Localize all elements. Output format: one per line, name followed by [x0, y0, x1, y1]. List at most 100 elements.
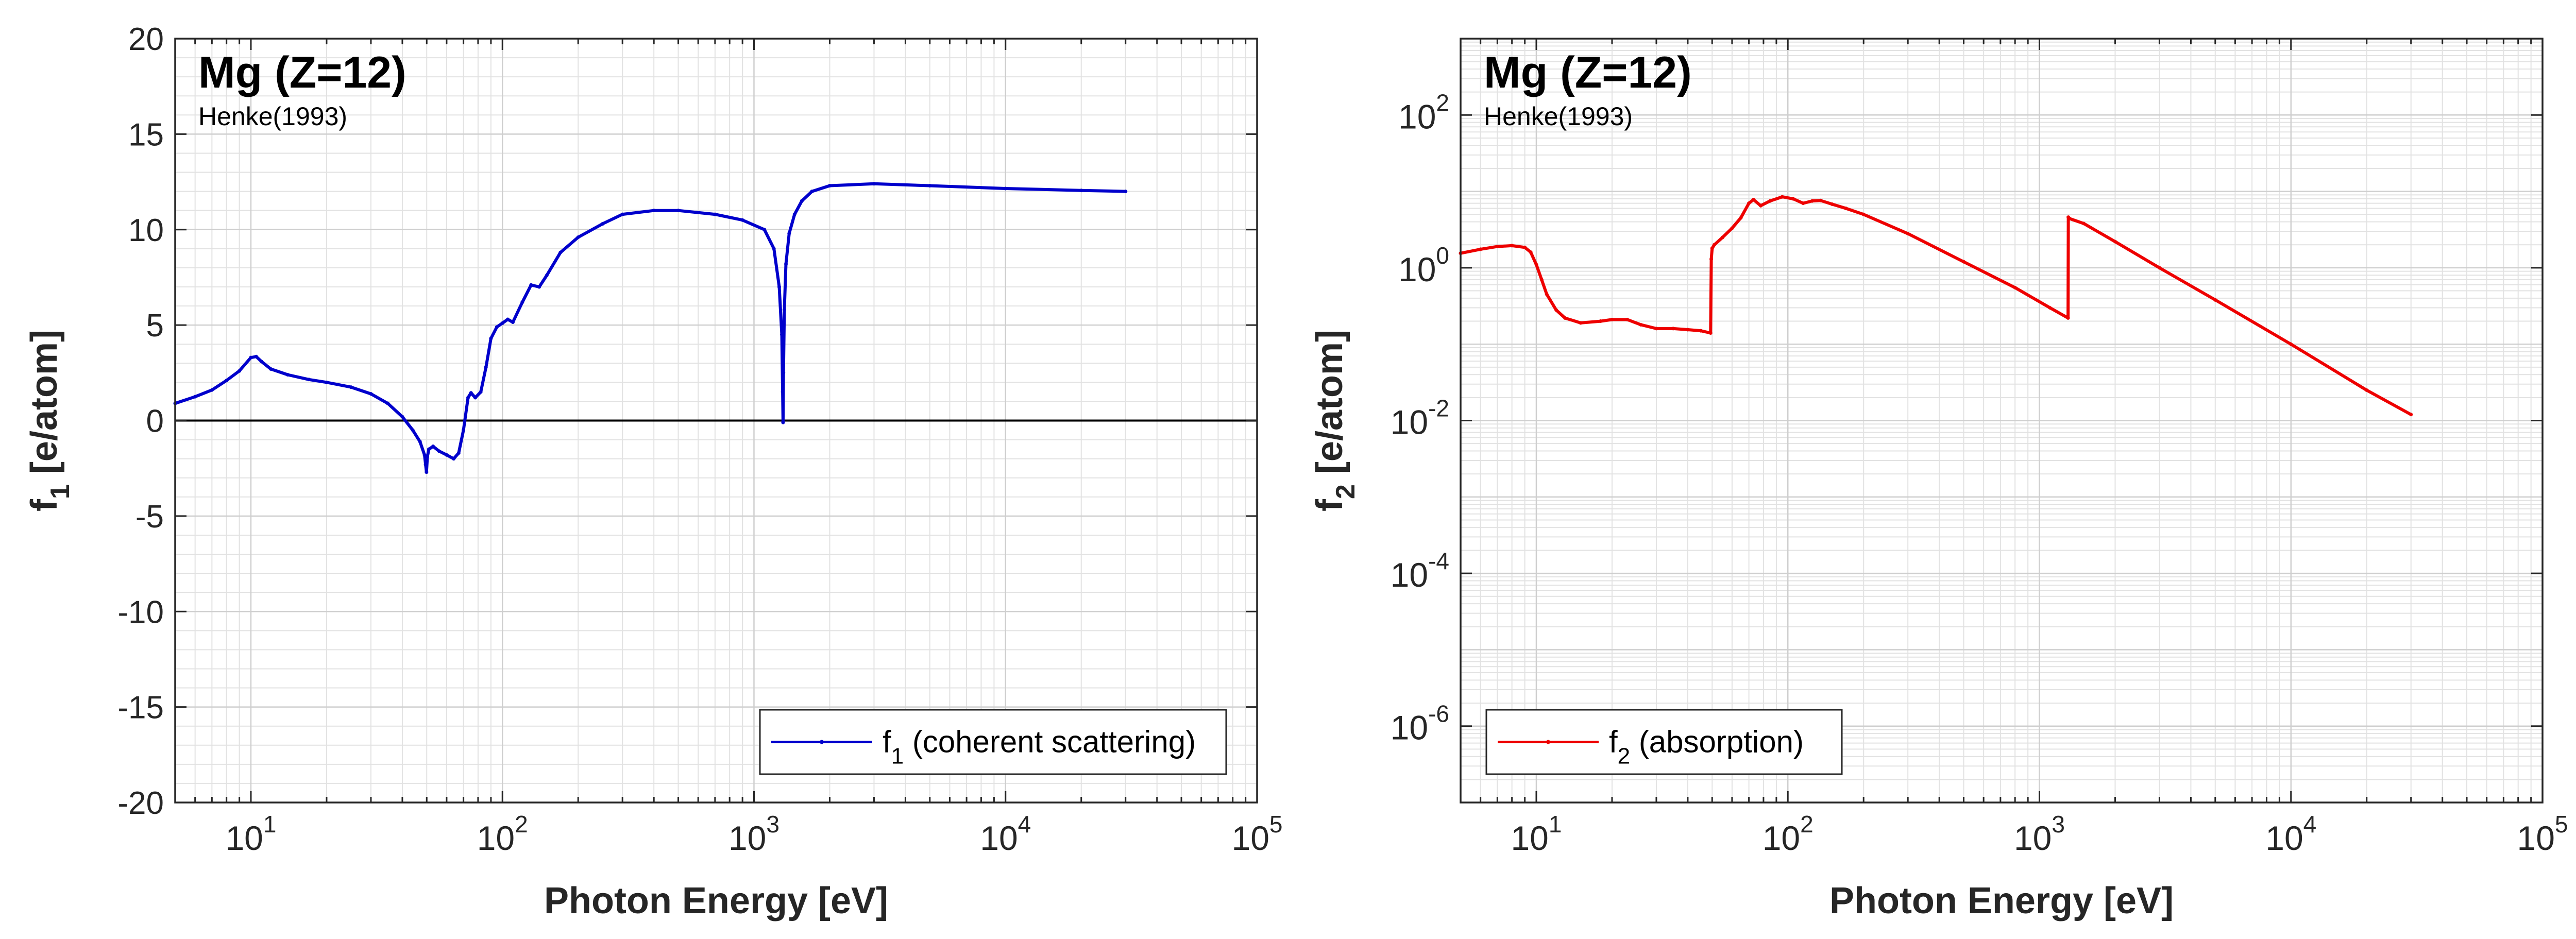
data-point	[369, 392, 373, 396]
data-point	[269, 367, 273, 371]
x-tick-label: 103	[728, 811, 779, 857]
data-point	[782, 371, 786, 375]
x-axis-label: Photon Energy [eV]	[1829, 880, 2174, 921]
legend: f1 (coherent scattering)	[759, 709, 1227, 775]
y-tick-label: -20	[117, 786, 164, 821]
legend: f2 (absorption)	[1485, 709, 1843, 775]
data-point	[210, 388, 214, 392]
y-tick-label: -10	[117, 594, 164, 630]
x-tick-label: 105	[1231, 811, 1282, 857]
data-point	[772, 247, 776, 251]
data-point	[1639, 322, 1643, 327]
data-point	[1539, 278, 1544, 282]
data-point	[2213, 298, 2217, 302]
data-point	[1079, 189, 1083, 193]
data-point	[1810, 199, 1815, 203]
ticks	[174, 38, 1258, 804]
chart-subtitle: Henke(1993)	[1484, 102, 1633, 131]
data-point	[1545, 292, 1549, 296]
data-point	[1708, 331, 1713, 335]
data-point	[400, 415, 404, 419]
data-point	[418, 439, 422, 443]
data-point	[511, 320, 515, 325]
data-point	[601, 222, 605, 226]
y-tick-label: 10	[128, 213, 164, 248]
data-point	[1563, 316, 1567, 320]
data-point	[620, 212, 624, 216]
data-point	[1479, 247, 1483, 251]
data-point	[1791, 197, 1795, 201]
series-points	[1459, 195, 2413, 417]
chart-panel-1: 101 102 103 104 105 -20 -15 -10 -5 0 5 10 15 20 Photon…	[24, 22, 1283, 921]
x-axis-label: Photon Energy [eV]	[544, 880, 888, 921]
y-tick-label: -15	[117, 690, 164, 726]
data-point	[193, 395, 197, 399]
x-tick-label: 101	[1511, 811, 1562, 857]
data-point	[473, 396, 478, 400]
data-point	[1962, 260, 1966, 264]
data-point	[1671, 327, 1675, 331]
data-point	[495, 325, 499, 329]
data-point	[422, 453, 427, 457]
data-point	[489, 336, 493, 340]
data-point	[1610, 317, 1614, 321]
data-point	[1599, 319, 1603, 323]
data-point	[1004, 186, 1008, 191]
y-tick-label: 0	[146, 404, 164, 439]
data-point	[1720, 235, 1724, 240]
data-point	[520, 300, 524, 304]
data-point	[386, 401, 390, 405]
data-point	[1906, 232, 1910, 236]
data-point	[1686, 328, 1690, 332]
data-point	[2409, 413, 2413, 417]
x-tick-label: 101	[225, 811, 276, 857]
data-point	[1759, 203, 1763, 208]
data-point	[713, 212, 717, 216]
x-tick-label: 104	[2265, 811, 2316, 857]
data-point	[2066, 316, 2070, 320]
series-points	[173, 182, 1128, 474]
data-point	[537, 285, 541, 289]
data-point	[259, 360, 263, 364]
data-point	[1801, 201, 1805, 206]
data-point	[1747, 201, 1751, 206]
data-point	[1730, 226, 1734, 230]
data-point	[1861, 212, 1866, 216]
data-point	[452, 457, 456, 461]
data-point	[576, 235, 580, 240]
data-point	[445, 453, 449, 457]
data-point	[1752, 198, 1756, 202]
y-axis-label: f1 [e/atom]	[24, 330, 75, 511]
data-point	[500, 321, 504, 325]
x-tick-label: 103	[2014, 811, 2065, 857]
data-point	[1495, 245, 1499, 249]
data-point	[469, 391, 473, 395]
x-tick-label: 104	[980, 811, 1031, 857]
data-point	[285, 373, 290, 377]
data-point	[2289, 342, 2293, 346]
data-point	[1654, 327, 1658, 331]
data-point	[782, 308, 786, 312]
data-point	[777, 285, 781, 289]
data-point	[800, 199, 804, 203]
data-point	[529, 283, 533, 287]
data-point	[1554, 308, 1558, 312]
data-point	[2067, 216, 2072, 220]
y-axis-label: f2 [e/atom]	[1309, 330, 1361, 511]
data-point	[792, 212, 796, 216]
data-point	[762, 228, 767, 232]
data-point	[2113, 240, 2117, 244]
data-point	[1819, 198, 1823, 202]
data-point	[238, 369, 242, 373]
y-tick-label: 15	[128, 117, 164, 152]
data-point	[787, 231, 791, 235]
data-point	[423, 463, 428, 467]
data-point	[872, 182, 876, 186]
data-point	[558, 250, 563, 254]
data-point	[427, 447, 431, 451]
data-point	[2365, 388, 2369, 392]
data-point	[1579, 321, 1583, 325]
data-point	[1534, 263, 1538, 267]
data-point	[676, 209, 681, 213]
